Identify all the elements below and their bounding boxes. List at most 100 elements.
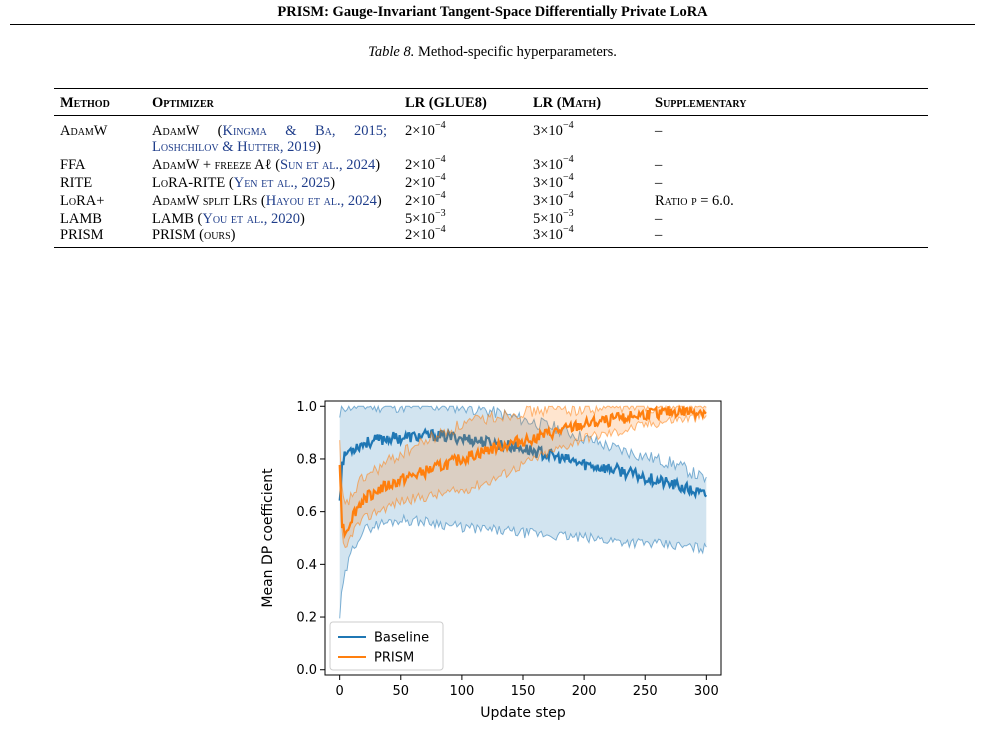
supplementary-cell: – [655, 175, 663, 191]
baseline-mean-line [338, 427, 708, 501]
method-cell: AdamW [60, 123, 108, 139]
col-supplementary: Supplementary [649, 88, 928, 116]
lr-glue-mantissa: 2×10 [405, 175, 435, 191]
col-optimizer: Optimizer [146, 88, 393, 116]
lr-glue-exponent: −4 [434, 224, 446, 235]
method-cell: LAMB [60, 211, 102, 227]
lr-glue-exponent: −4 [434, 172, 446, 183]
lr-math-cell: 3×10−4 [521, 224, 649, 248]
optimizer-cell: LAMB (You et al., 2020) [146, 209, 393, 227]
lr-math-cell: 3×10−4 [521, 116, 649, 156]
lr-glue-exponent: −3 [434, 208, 446, 219]
table-row: RITE LoRA-RITE (Yen et al., 2025) 2×10−4… [54, 172, 928, 192]
table-caption: Table 8. Method-specific hyperparameters… [0, 44, 985, 61]
legend-label: Baseline [374, 631, 429, 646]
prism-band [339, 406, 707, 548]
supplementary-cell: – [655, 123, 663, 139]
legend-label: PRISM [374, 651, 414, 666]
lr-glue-mantissa: 2×10 [405, 123, 435, 139]
lr-math-cell: 3×10−4 [521, 172, 649, 192]
optimizer-text: LoRA-RITE ( [152, 175, 234, 191]
optimizer-tail: ) [376, 193, 382, 209]
prism-upper-line [339, 404, 707, 506]
optimizer-cell: AdamW (Kingma & Ba, 2015; Loshchilov & H… [146, 116, 393, 155]
x-tick-label: 300 [694, 684, 719, 699]
y-tick-label: 0.6 [296, 505, 317, 520]
supplementary-cell: – [655, 211, 663, 227]
header-rule [10, 24, 975, 26]
x-tick-label: 100 [449, 684, 474, 699]
optimizer-text: AdamW ( [152, 123, 223, 139]
lr-glue-cell: 2×10−4 [393, 191, 521, 210]
y-tick-label: 1.0 [296, 400, 317, 415]
citation-link[interactable]: Sun et al., 2024 [280, 157, 376, 173]
lr-glue-mantissa: 2×10 [405, 193, 435, 209]
running-title: PRISM: Gauge-Invariant Tangent-Space Dif… [277, 4, 708, 20]
x-tick-label: 50 [393, 684, 410, 699]
dp-coefficient-chart: 0 50 100 150 200 250 300 0.0 0.2 0.4 0.6 0.8 1.0 Upda… [260, 400, 722, 721]
baseline-upper-line [339, 404, 707, 484]
optimizer-text: PRISM (ours) [152, 227, 236, 243]
optimizer-cell: AdamW + freeze Aℓ (Sun et al., 2024) [146, 155, 393, 173]
lr-math-exponent: −4 [562, 224, 574, 235]
lr-glue-mantissa: 2×10 [405, 227, 435, 243]
lr-math-mantissa: 5×10 [533, 211, 563, 227]
supplementary-cell: Ratio ρ = 6.0. [655, 193, 734, 209]
lr-math-exponent: −4 [562, 154, 574, 165]
lr-glue-cell: 2×10−4 [393, 116, 521, 156]
lr-glue-exponent: −4 [434, 154, 446, 165]
method-cell: FFA [60, 157, 86, 173]
y-tick-label: 0.0 [296, 663, 317, 678]
table-row: LoRA+ AdamW split LRs (Hayou et al., 202… [54, 190, 928, 210]
optimizer-tail: ) [375, 157, 381, 173]
baseline-lower-line [339, 513, 707, 619]
prism-mean-line [338, 404, 707, 540]
prism-lower-line [339, 412, 707, 549]
optimizer-text: AdamW split LRs ( [152, 193, 266, 209]
lr-math-mantissa: 3×10 [533, 193, 563, 209]
lr-math-mantissa: 3×10 [533, 227, 563, 243]
lr-glue-exponent: −4 [434, 120, 446, 131]
optimizer-tail: ) [316, 139, 321, 155]
citation-link[interactable]: Kingma & Ba, 2015; Loshchilov & Hutter, … [152, 123, 387, 155]
lr-glue-cell: 2×10−4 [393, 224, 521, 248]
table-row: FFA AdamW + freeze Aℓ (Sun et al., 2024)… [54, 154, 928, 174]
optimizer-tail: ) [299, 211, 305, 227]
lr-glue-cell: 2×10−4 [393, 172, 521, 192]
method-cell: LoRA+ [60, 193, 105, 209]
table-row: LAMB LAMB (You et al., 2020) 5×10−3 5×10… [54, 208, 928, 228]
lr-math-cell: 3×10−4 [521, 154, 649, 174]
citation-link[interactable]: Hayou et al., 2024 [265, 193, 377, 209]
lr-glue-mantissa: 2×10 [405, 157, 435, 173]
table-header-row: Method Optimizer LR (GLUE8) LR (Math) Su… [54, 88, 928, 116]
lr-math-cell: 3×10−4 [521, 190, 649, 210]
optimizer-cell: LoRA-RITE (Yen et al., 2025) [146, 173, 393, 191]
lr-glue-cell: 5×10−3 [393, 208, 521, 228]
optimizer-tail: ) [330, 175, 336, 191]
citation-link[interactable]: Yen et al., 2025 [233, 175, 331, 191]
y-axis-label: Mean DP coefficient [260, 468, 276, 608]
x-axis-label: Update step [480, 705, 566, 721]
lr-glue-mantissa: 5×10 [405, 211, 435, 227]
x-tick-label: 200 [572, 684, 597, 699]
lr-math-exponent: −4 [562, 190, 574, 201]
lr-math-exponent: −4 [562, 120, 574, 131]
supplementary-cell: – [649, 227, 928, 248]
baseline-band [339, 406, 707, 619]
optimizer-text: AdamW + freeze Aℓ ( [152, 157, 281, 173]
col-lr-glue: LR (GLUE8) [393, 88, 521, 116]
lr-math-mantissa: 3×10 [533, 123, 563, 139]
caption-text: Method-specific hyperparameters. [417, 44, 617, 60]
x-tick-label: 150 [511, 684, 536, 699]
lr-math-exponent: −4 [562, 172, 574, 183]
col-method: Method [54, 88, 146, 116]
optimizer-cell: PRISM (ours) [146, 227, 393, 248]
lr-glue-cell: 2×10−4 [393, 154, 521, 174]
x-tick-label: 250 [633, 684, 658, 699]
table-row: PRISM PRISM (ours) 2×10−4 3×10−4 – [54, 224, 928, 248]
hyperparameter-table: Method Optimizer LR (GLUE8) LR (Math) Su… [54, 88, 928, 248]
table-row: AdamW AdamW (Kingma & Ba, 2015; Loshchil… [54, 116, 928, 156]
y-tick-label: 0.2 [296, 611, 317, 626]
x-tick-label: 0 [336, 684, 344, 699]
citation-link[interactable]: You et al., 2020 [202, 211, 300, 227]
